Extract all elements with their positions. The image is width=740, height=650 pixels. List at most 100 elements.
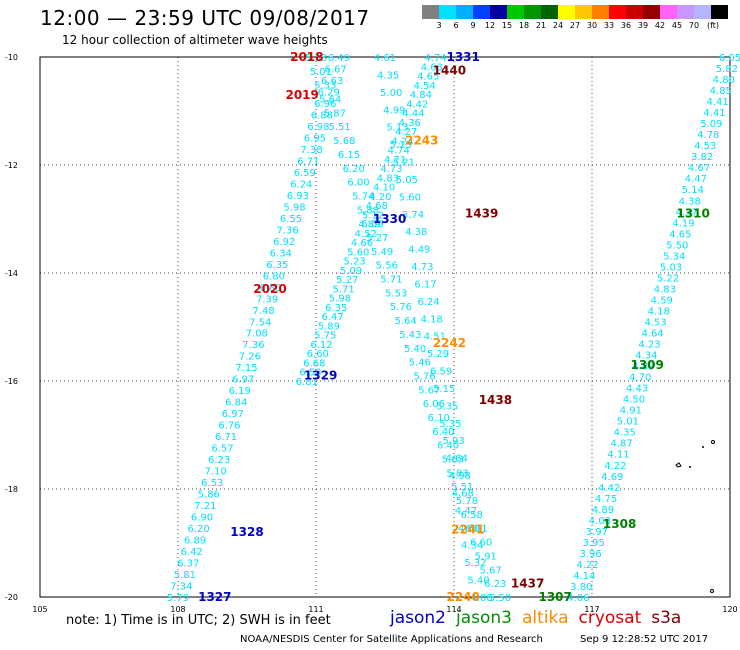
colorbar-label: 3 [436,21,442,30]
wave-height-value: 4.64 [446,454,468,465]
wave-height-value: 6.84 [225,398,247,409]
wave-height-value: 4.85 [710,86,732,97]
wave-height-value: 6.98 [307,122,329,133]
wave-height-value: 5.23 [343,257,365,268]
colorbar-label: 12 [484,21,496,30]
wave-height-value: 5.22 [657,273,679,284]
wave-height-value: 4.52 [355,229,377,240]
wave-height-value: 6.12 [310,340,332,351]
wave-height-value: 6.23 [208,455,230,466]
wave-height-value: 6.71 [297,156,319,167]
pass-time-label: 2241 [451,523,484,537]
colorbar-cell [507,5,524,19]
wave-height-value: 4.78 [697,130,719,141]
wave-height-value: 5.60 [347,247,369,258]
wave-height-value: 5.64 [319,95,341,106]
wave-height-value: 6.53 [299,368,321,379]
wave-height-value: 3.82 [691,152,713,163]
wave-height-value: 5.64 [394,316,416,327]
island-c [675,462,682,468]
wave-height-value: 4.41 [706,97,728,108]
wave-height-value: 5.33 [314,81,336,92]
x-tick-label: 114 [446,605,461,614]
colorbar-label: 21 [535,21,547,30]
wave-height-value: 6.40 [432,427,454,438]
wave-height-value: 7.39 [256,294,278,305]
wave-height-value: 4.37 [675,207,697,218]
wave-height-value: 6.00 [347,178,369,189]
wave-height-value: 4.74 [388,146,410,157]
wave-height-value: 4.20 [369,192,391,203]
wave-height-value: 4.35 [377,70,399,81]
pass-time-label: 1328 [230,525,263,539]
wave-height-value: 4.47 [685,174,707,185]
y-tick-label: -14 [5,269,18,278]
wave-height-value: 7.15 [235,363,257,374]
wave-height-value: 6.17 [414,280,436,291]
wave-height-value: 4.23 [638,340,660,351]
wave-height-value: 4.06 [470,593,492,604]
wave-height-value: 4.50 [623,395,645,406]
wave-height-value: 6.92 [273,237,295,248]
wave-height-value: 4.47 [455,506,477,517]
wave-height-value: 6.81 [465,524,487,535]
satellite-tracks: 6.496.676.636.296.966.886.986.957.386.71… [167,53,740,604]
wave-height-value: 4.18 [421,314,443,325]
wave-height-value: 4.19 [672,218,694,229]
wave-height-value: 5.78 [456,496,478,507]
wave-height-colorbar [422,5,728,19]
wave-height-value: 5.00 [380,88,402,99]
wave-height-value: 6.80 [263,271,285,282]
wave-height-value: 4.22 [576,560,598,571]
legend-item-jason3: jason3 [456,608,512,628]
wave-height-value: 4.34 [635,351,657,362]
wave-height-value: 7.38 [300,145,322,156]
wave-height-value: 4.38 [405,227,427,238]
wave-height-value: 3.80 [570,582,592,593]
wave-height-value: 6.19 [229,386,251,397]
wave-height-value: 5.98 [283,202,305,213]
wave-height-value: 6.63 [321,76,343,87]
colorbar-label: 27 [569,21,581,30]
wave-height-value: 5.09 [700,119,722,130]
pass-time-label: 1437 [511,577,544,591]
x-tick-label: 117 [584,605,599,614]
wave-height-value: 4.08 [589,516,611,527]
wave-height-value: 5.32 [464,558,486,569]
wave-height-value: 5.35 [436,401,458,412]
colorbar-label: (ft) [706,21,720,30]
wave-height-value: 4.14 [573,571,595,582]
wave-height-value: 5.46 [409,358,431,369]
wave-height-value: 5.27 [366,233,388,244]
wave-height-value: 5.38 [305,53,327,64]
pass-time-label: 1331 [446,50,479,64]
wave-height-value: 5.89 [318,322,340,333]
wave-height-value: 7.54 [249,317,271,328]
pass-time-label: 2243 [405,134,438,148]
wave-height-value: 4.51 [424,332,446,343]
wave-height-value: 4.67 [688,163,710,174]
colorbar-cell [473,5,490,19]
wave-height-value: 6.93 [287,191,309,202]
colorbar-cell [592,5,609,19]
wave-height-value: 5.01 [617,417,639,428]
wave-height-value: 6.24 [290,179,312,190]
colorbar-cell [694,5,711,19]
wave-height-value: 4.35 [614,428,636,439]
wave-height-value: 6.59 [430,367,452,378]
wave-height-value: 4.64 [641,329,663,340]
wave-height-value: 6.34 [270,248,292,259]
wave-height-value: 4.98 [449,471,471,482]
wave-height-value: 5.12 [362,210,384,221]
wave-height-value: 6.05 [719,53,740,64]
wave-height-value: 4.65 [417,72,439,83]
wave-height-value: 5.91 [475,552,497,563]
pass-time-label: 1307 [538,590,571,604]
x-tick-label: 105 [32,605,47,614]
wave-height-value: 6.88 [311,110,333,121]
map-frame [39,56,731,598]
colorbar-label: 36 [620,21,632,30]
pass-time-label: 2242 [433,336,466,350]
